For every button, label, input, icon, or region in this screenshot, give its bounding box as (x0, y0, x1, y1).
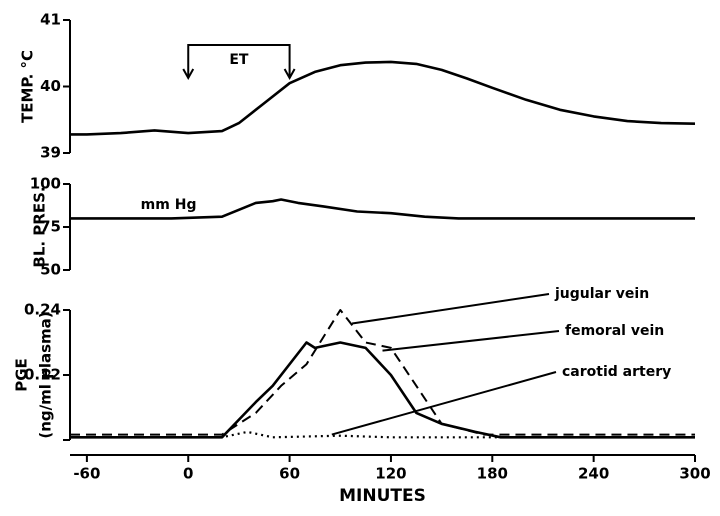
data-line (70, 60, 696, 136)
series-label: jugular vein (554, 286, 649, 302)
leader-line (351, 293, 550, 325)
x-tick-label: 240 (578, 465, 609, 483)
arrow-head (283, 68, 296, 81)
annotation: ET (229, 52, 249, 68)
x-axis-label: MINUTES (339, 486, 426, 506)
data-line (70, 198, 695, 220)
y-axis-label: BL. PRES. (31, 186, 49, 267)
arrow-head (182, 68, 195, 81)
x-tick-label: 300 (679, 465, 710, 483)
y-axis-label: (ng/ml plasma) (37, 311, 55, 438)
series-label: carotid artery (562, 364, 671, 380)
y-tick-label: 0.12 (24, 366, 61, 384)
y-axis-label: TEMP. °C (19, 50, 37, 123)
leader-line (331, 371, 557, 436)
x-tick-label: 0 (183, 465, 193, 483)
y-tick-label: 39 (40, 144, 61, 162)
data-line (70, 309, 695, 436)
data-line (70, 430, 695, 439)
x-tick-label: 60 (279, 465, 300, 483)
y-axis-label: PGE (13, 358, 31, 392)
data-line (70, 341, 695, 439)
y-tick-label: 0.24 (24, 301, 61, 319)
leader-line (382, 330, 560, 352)
series-label: femoral vein (565, 323, 664, 339)
bracket (187, 44, 291, 78)
x-tick-label: 120 (375, 465, 406, 483)
y-tick-label: 40 (40, 77, 61, 95)
x-tick-label: -60 (73, 465, 100, 483)
y-tick-label: 50 (40, 261, 61, 279)
y-tick-label: 41 (40, 11, 61, 29)
y-tick-label: 100 (30, 175, 61, 193)
annotation: mm Hg (141, 197, 197, 213)
y-tick-label: 75 (40, 218, 61, 236)
x-tick-label: 180 (477, 465, 508, 483)
